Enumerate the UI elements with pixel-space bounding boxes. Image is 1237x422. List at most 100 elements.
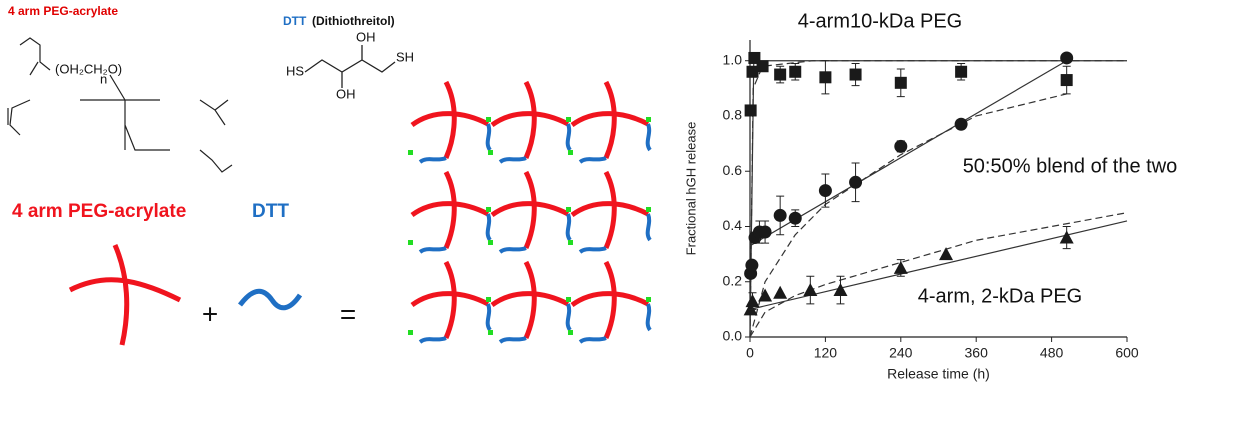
data-point bbox=[849, 68, 862, 81]
network-link bbox=[485, 123, 492, 152]
network-junction bbox=[486, 117, 491, 122]
x-tick-label: 0 bbox=[746, 345, 754, 361]
data-point bbox=[894, 76, 907, 89]
dtt-atom: OH bbox=[336, 86, 356, 101]
network-node bbox=[570, 260, 650, 339]
data-point bbox=[773, 208, 787, 222]
network-link bbox=[565, 303, 572, 332]
network-junction bbox=[486, 207, 491, 212]
network-link bbox=[418, 246, 447, 254]
y-tick-label: 0.8 bbox=[723, 107, 743, 123]
x-tick-label: 240 bbox=[889, 345, 913, 361]
network-node bbox=[410, 260, 490, 339]
network-link bbox=[485, 213, 492, 242]
peg-n: n bbox=[100, 71, 107, 86]
network-link bbox=[498, 336, 527, 344]
data-point bbox=[1060, 51, 1074, 65]
network-link bbox=[565, 123, 572, 152]
peg-icon bbox=[68, 244, 182, 346]
network-node bbox=[410, 170, 490, 249]
y-axis-label: Fractional hGH release bbox=[683, 122, 698, 256]
peg-caption: 4 arm PEG-acrylate bbox=[8, 4, 118, 18]
data-point bbox=[774, 68, 787, 81]
network-link bbox=[418, 156, 447, 164]
dtt-atom: OH bbox=[356, 29, 376, 44]
data-point bbox=[746, 65, 759, 78]
legend-peg: 4 arm PEG-acrylate bbox=[12, 201, 186, 222]
network bbox=[408, 80, 652, 344]
network-junction bbox=[646, 207, 651, 212]
network-junction bbox=[488, 150, 493, 155]
peg-unit: (OH₂CH₂O) bbox=[55, 61, 122, 76]
series-label: 4-arm, 2-kDa PEG bbox=[918, 285, 1082, 307]
network-junction bbox=[566, 117, 571, 122]
network-link bbox=[418, 336, 447, 344]
dtt-name: (Dithiothreitol) bbox=[312, 14, 395, 28]
fit-line bbox=[749, 212, 1128, 338]
data-point bbox=[955, 65, 968, 78]
x-tick-label: 480 bbox=[1040, 345, 1064, 361]
plus: + bbox=[202, 298, 218, 329]
dtt-atom: SH bbox=[396, 49, 414, 64]
network-junction bbox=[566, 297, 571, 302]
y-tick-label: 0.6 bbox=[723, 162, 743, 178]
network-link bbox=[578, 336, 607, 344]
network-node bbox=[410, 80, 490, 159]
data-point bbox=[758, 288, 773, 302]
network-junction bbox=[488, 240, 493, 245]
data-point bbox=[1059, 230, 1074, 244]
network-node bbox=[490, 80, 570, 159]
dtt-caption: DTT bbox=[283, 14, 307, 28]
network-junction bbox=[408, 330, 413, 335]
legend-dtt: DTT bbox=[252, 201, 289, 222]
data-point bbox=[773, 285, 788, 299]
network-link bbox=[645, 303, 652, 332]
data-point bbox=[758, 225, 772, 239]
y-tick-label: 0.2 bbox=[723, 272, 743, 288]
series-label: 50:50% blend of the two bbox=[963, 155, 1178, 177]
data-point bbox=[1060, 74, 1073, 87]
network-link bbox=[578, 156, 607, 164]
network-link bbox=[498, 156, 527, 164]
data-point bbox=[894, 139, 908, 153]
data-point bbox=[819, 71, 832, 84]
network-junction bbox=[566, 207, 571, 212]
equals: = bbox=[340, 298, 356, 329]
data-point bbox=[833, 283, 848, 297]
network-link bbox=[645, 123, 652, 152]
network-junction bbox=[486, 297, 491, 302]
network-junction bbox=[408, 240, 413, 245]
network-node bbox=[490, 170, 570, 249]
y-tick-label: 0.0 bbox=[723, 328, 743, 344]
dtt-structure bbox=[304, 45, 396, 88]
data-point bbox=[756, 60, 769, 73]
network-link bbox=[485, 303, 492, 332]
network-junction bbox=[646, 117, 651, 122]
network-junction bbox=[568, 240, 573, 245]
data-point bbox=[954, 117, 968, 131]
x-tick-label: 360 bbox=[965, 345, 989, 361]
network-junction bbox=[646, 297, 651, 302]
data-point bbox=[893, 260, 908, 274]
y-tick-label: 1.0 bbox=[723, 51, 743, 67]
data-point bbox=[789, 65, 802, 78]
x-tick-label: 600 bbox=[1115, 345, 1139, 361]
peg-structure bbox=[7, 37, 233, 173]
network-node bbox=[490, 260, 570, 339]
network-junction bbox=[568, 150, 573, 155]
x-axis-label: Release time (h) bbox=[887, 366, 990, 382]
network-node bbox=[570, 80, 650, 159]
network-node bbox=[570, 170, 650, 249]
data-point bbox=[818, 184, 832, 198]
y-tick-label: 0.4 bbox=[723, 217, 743, 233]
data-point bbox=[803, 283, 818, 297]
data-point bbox=[745, 294, 760, 308]
dtt-icon bbox=[238, 288, 303, 311]
dtt-atom: HS bbox=[286, 63, 304, 78]
x-tick-label: 120 bbox=[814, 345, 838, 361]
fit-line bbox=[749, 60, 1127, 338]
network-junction bbox=[408, 150, 413, 155]
network-link bbox=[578, 246, 607, 254]
